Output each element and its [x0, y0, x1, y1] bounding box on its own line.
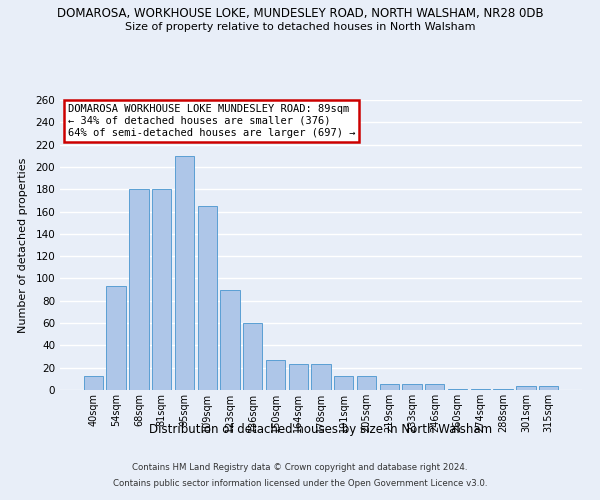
Bar: [357, 376, 376, 390]
Bar: [243, 323, 262, 390]
Bar: [448, 389, 467, 390]
Bar: [84, 376, 103, 390]
Bar: [152, 189, 172, 390]
Bar: [289, 364, 308, 390]
Bar: [220, 290, 239, 390]
Bar: [539, 386, 558, 390]
Bar: [516, 386, 536, 390]
Text: Size of property relative to detached houses in North Walsham: Size of property relative to detached ho…: [125, 22, 475, 32]
Y-axis label: Number of detached properties: Number of detached properties: [19, 158, 28, 332]
Bar: [311, 364, 331, 390]
Text: DOMAROSA, WORKHOUSE LOKE, MUNDESLEY ROAD, NORTH WALSHAM, NR28 0DB: DOMAROSA, WORKHOUSE LOKE, MUNDESLEY ROAD…: [56, 8, 544, 20]
Bar: [106, 286, 126, 390]
Text: DOMAROSA WORKHOUSE LOKE MUNDESLEY ROAD: 89sqm
← 34% of detached houses are small: DOMAROSA WORKHOUSE LOKE MUNDESLEY ROAD: …: [68, 104, 355, 138]
Bar: [129, 189, 149, 390]
Bar: [493, 389, 513, 390]
Bar: [403, 384, 422, 390]
Text: Distribution of detached houses by size in North Walsham: Distribution of detached houses by size …: [149, 422, 493, 436]
Text: Contains public sector information licensed under the Open Government Licence v3: Contains public sector information licen…: [113, 478, 487, 488]
Bar: [197, 206, 217, 390]
Bar: [334, 376, 353, 390]
Bar: [470, 389, 490, 390]
Bar: [266, 360, 285, 390]
Bar: [175, 156, 194, 390]
Bar: [425, 384, 445, 390]
Bar: [380, 384, 399, 390]
Text: Contains HM Land Registry data © Crown copyright and database right 2024.: Contains HM Land Registry data © Crown c…: [132, 464, 468, 472]
